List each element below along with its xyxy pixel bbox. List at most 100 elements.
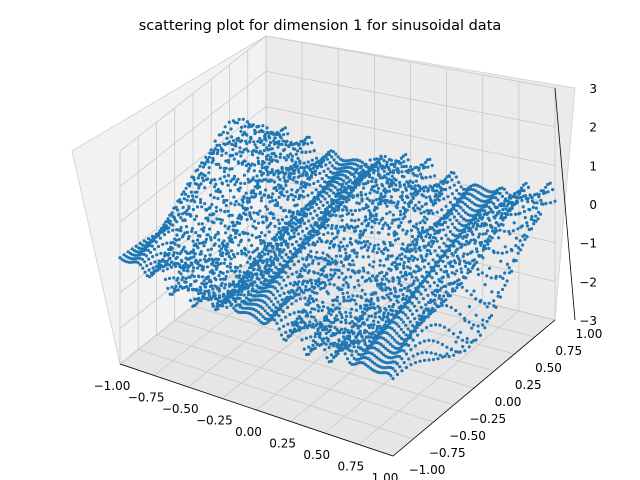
scatter-point bbox=[390, 200, 394, 205]
scatter-point bbox=[460, 196, 464, 200]
scatter-point bbox=[483, 301, 487, 306]
scatter-point bbox=[391, 344, 395, 348]
scatter-point bbox=[297, 195, 302, 199]
scatter-point bbox=[220, 300, 224, 304]
scatter-point bbox=[231, 147, 235, 152]
scatter-point bbox=[292, 327, 297, 331]
scatter-point bbox=[320, 338, 325, 343]
scatter-point bbox=[367, 299, 371, 303]
scatter-point bbox=[303, 268, 307, 272]
scatter-point bbox=[280, 264, 284, 268]
scatter-point bbox=[376, 166, 380, 170]
scatter-point bbox=[498, 274, 502, 279]
scatter-point bbox=[371, 249, 375, 253]
scatter-point bbox=[282, 291, 286, 295]
scatter-point bbox=[233, 265, 237, 269]
scatter-point bbox=[303, 288, 308, 292]
scatter-point bbox=[254, 316, 259, 320]
scatter-point bbox=[285, 190, 289, 194]
scatter-point bbox=[432, 281, 436, 285]
scatter-point bbox=[433, 232, 437, 236]
scatter-point bbox=[154, 265, 158, 269]
scatter-point bbox=[412, 191, 416, 196]
scatter-point bbox=[449, 264, 453, 268]
scatter-point bbox=[184, 261, 188, 265]
scatter-point bbox=[452, 215, 456, 219]
scatter-point bbox=[384, 201, 388, 205]
scatter-point bbox=[250, 243, 254, 248]
scatter-point bbox=[297, 315, 302, 319]
scatter-point bbox=[442, 300, 446, 304]
y-tick-label: 0.00 bbox=[495, 395, 522, 409]
scatter-point bbox=[197, 183, 201, 187]
scatter-point bbox=[282, 278, 286, 282]
scatter-point bbox=[305, 237, 309, 241]
scatter-point bbox=[238, 150, 242, 154]
scatter-point bbox=[461, 254, 465, 258]
scatter-point bbox=[329, 277, 333, 281]
scatter-point bbox=[452, 171, 456, 175]
scatter-point bbox=[342, 163, 346, 167]
scatter-point bbox=[309, 335, 313, 339]
scatter-point bbox=[215, 143, 219, 147]
tick-labels: −1.00−0.75−0.50−0.250.000.250.500.751.00… bbox=[94, 82, 603, 480]
scatter-point bbox=[459, 206, 463, 210]
scatter-point bbox=[203, 254, 207, 258]
scatter-point bbox=[289, 329, 293, 333]
scatter-point bbox=[410, 234, 414, 239]
scatter-point bbox=[350, 362, 354, 366]
scatter-point bbox=[284, 243, 288, 247]
scatter-point bbox=[453, 250, 457, 254]
scatter-point bbox=[410, 254, 414, 258]
scatter-point bbox=[332, 355, 336, 359]
scatter-point bbox=[217, 294, 221, 298]
scatter-point bbox=[258, 256, 262, 260]
scatter-point bbox=[377, 202, 381, 206]
scatter-point bbox=[314, 196, 318, 200]
scatter-point bbox=[484, 202, 488, 206]
scatter-point bbox=[264, 215, 268, 219]
scatter-point bbox=[307, 345, 311, 349]
scatter-point bbox=[426, 243, 430, 247]
scatter-point bbox=[286, 197, 290, 201]
scatter-point bbox=[418, 359, 422, 363]
scatter-point bbox=[372, 184, 376, 188]
scatter-point bbox=[284, 215, 289, 219]
scatter-point bbox=[284, 253, 288, 257]
scatter-point bbox=[474, 217, 478, 221]
scatter-point bbox=[486, 189, 490, 193]
scatter-point bbox=[422, 215, 427, 219]
scatter-point bbox=[369, 279, 373, 283]
scatter-point bbox=[493, 205, 497, 209]
scatter-point bbox=[307, 166, 311, 170]
scatter-point bbox=[298, 224, 302, 228]
scatter-point bbox=[393, 264, 398, 268]
scatter-point bbox=[535, 201, 539, 205]
scatter-point bbox=[360, 288, 364, 292]
scatter-point bbox=[341, 200, 345, 204]
scatter-point bbox=[406, 306, 410, 310]
scatter-point bbox=[360, 199, 364, 203]
scatter-point bbox=[317, 206, 321, 210]
scatter-point bbox=[325, 356, 329, 360]
scatter-point bbox=[236, 293, 240, 297]
scatter-point bbox=[240, 279, 244, 284]
scatter-point bbox=[490, 229, 495, 233]
scatter-point bbox=[158, 260, 163, 264]
scatter-point bbox=[263, 136, 267, 140]
scatter-point bbox=[254, 236, 258, 240]
scatter-point bbox=[423, 202, 427, 206]
x-tick-label: 0.25 bbox=[269, 437, 296, 451]
gridline bbox=[265, 106, 556, 166]
scatter-point bbox=[291, 216, 295, 220]
scatter-point bbox=[405, 194, 409, 198]
scatter-point bbox=[330, 239, 334, 243]
scatter-point bbox=[396, 275, 400, 280]
scatter-point bbox=[458, 234, 463, 238]
scatter-point bbox=[245, 306, 249, 310]
scatter-point bbox=[327, 345, 331, 350]
scatter-point bbox=[378, 282, 382, 286]
scatter-point bbox=[325, 200, 329, 205]
scatter-point bbox=[278, 170, 283, 174]
scatter-point bbox=[316, 179, 320, 183]
